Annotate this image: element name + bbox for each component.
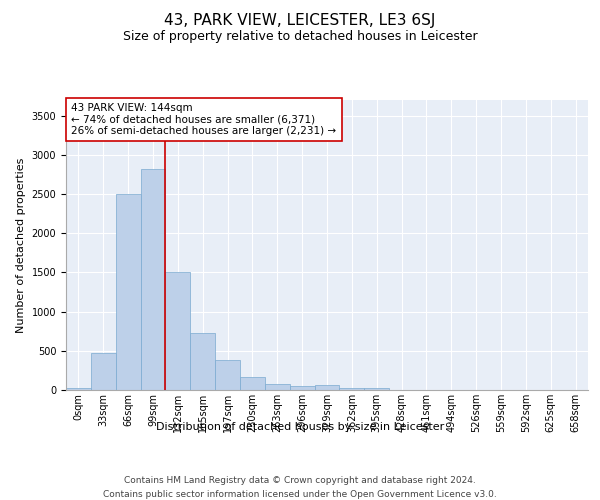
Text: 43 PARK VIEW: 144sqm
← 74% of detached houses are smaller (6,371)
26% of semi-de: 43 PARK VIEW: 144sqm ← 74% of detached h… xyxy=(71,103,337,136)
Text: Distribution of detached houses by size in Leicester: Distribution of detached houses by size … xyxy=(156,422,444,432)
Text: Contains public sector information licensed under the Open Government Licence v3: Contains public sector information licen… xyxy=(103,490,497,499)
Text: Size of property relative to detached houses in Leicester: Size of property relative to detached ho… xyxy=(122,30,478,43)
Bar xyxy=(215,360,240,390)
Bar xyxy=(166,272,190,390)
Bar xyxy=(190,333,215,390)
Bar xyxy=(314,386,340,390)
Bar xyxy=(290,386,314,390)
Bar xyxy=(340,388,364,390)
Bar xyxy=(116,194,140,390)
Bar xyxy=(66,388,91,390)
Bar xyxy=(240,378,265,390)
Text: 43, PARK VIEW, LEICESTER, LE3 6SJ: 43, PARK VIEW, LEICESTER, LE3 6SJ xyxy=(164,12,436,28)
Bar xyxy=(91,353,116,390)
Bar xyxy=(265,384,290,390)
Text: Contains HM Land Registry data © Crown copyright and database right 2024.: Contains HM Land Registry data © Crown c… xyxy=(124,476,476,485)
Y-axis label: Number of detached properties: Number of detached properties xyxy=(16,158,26,332)
Bar xyxy=(140,169,166,390)
Bar xyxy=(364,388,389,390)
